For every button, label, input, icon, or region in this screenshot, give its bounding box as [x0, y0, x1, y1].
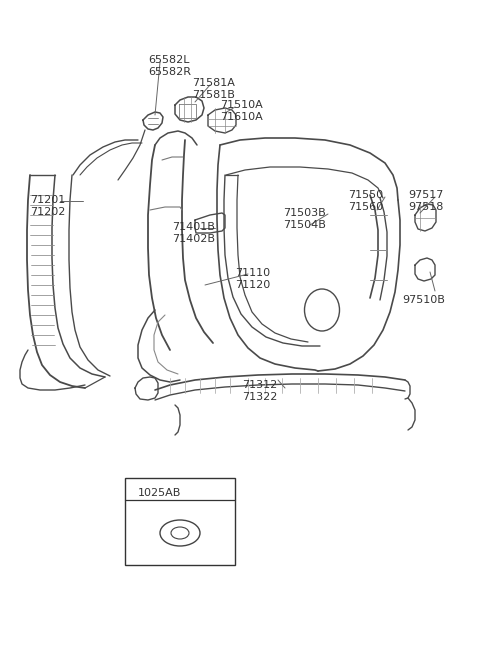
Text: 71581B: 71581B	[192, 90, 235, 100]
Bar	[125, 478, 235, 565]
Text: 71504B: 71504B	[283, 220, 326, 230]
Text: 65582R: 65582R	[148, 67, 191, 77]
Text: 65582L: 65582L	[148, 55, 190, 65]
Text: 71402B: 71402B	[172, 234, 215, 244]
Text: 1025AB: 1025AB	[138, 488, 181, 498]
Text: 71312: 71312	[242, 380, 277, 390]
Text: 71560: 71560	[348, 202, 383, 212]
Text: 71581A: 71581A	[192, 78, 235, 88]
Text: 71510A: 71510A	[220, 100, 263, 110]
Text: 71110: 71110	[235, 268, 270, 278]
Text: 97517: 97517	[408, 190, 444, 200]
Text: 97518: 97518	[408, 202, 444, 212]
Text: 97510B: 97510B	[402, 295, 445, 305]
Text: 71503B: 71503B	[283, 208, 326, 218]
Text: 71120: 71120	[235, 280, 270, 290]
Text: 71201: 71201	[30, 195, 65, 205]
Text: 71401B: 71401B	[172, 222, 215, 232]
Text: 71610A: 71610A	[220, 112, 263, 122]
Text: 71202: 71202	[30, 207, 65, 217]
Text: 71322: 71322	[242, 392, 277, 402]
Text: 71550: 71550	[348, 190, 383, 200]
